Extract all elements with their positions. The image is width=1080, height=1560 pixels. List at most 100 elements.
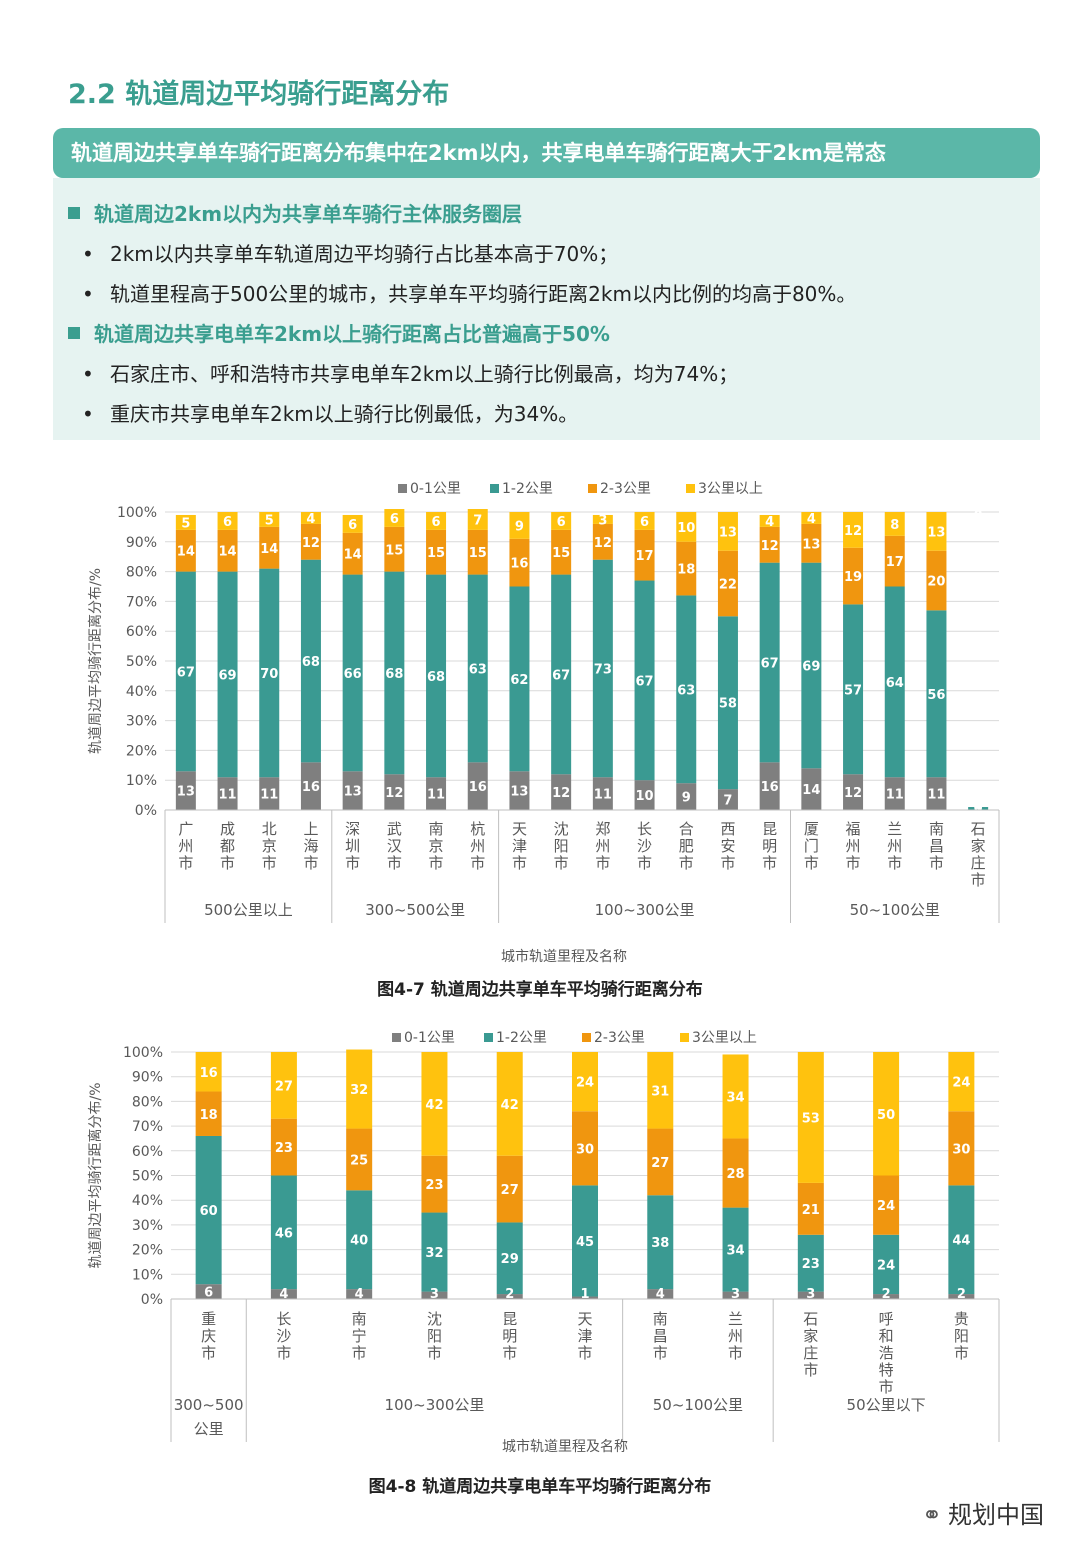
data-label: 57 [844,683,862,698]
category-label-char: 市 [846,854,861,872]
bar-segment [948,1294,975,1299]
bar-segment [801,562,822,769]
bar-segment [195,1135,222,1285]
category-label-char: 海 [303,837,318,855]
bar-segment [259,777,280,810]
bar-segment [592,559,613,778]
summary-banner: 轨道周边共享单车骑行距离分布集中在2km以内，共享电单车骑行距离大于2km是常态 [53,128,1040,178]
bar-segment [759,562,780,763]
bar-segment [496,1052,523,1156]
data-label: 27 [651,1156,669,1171]
bullet-dot-icon: • [82,242,94,266]
bar-segment [572,1185,598,1297]
data-label: 4 [279,1287,288,1302]
bar-segment [551,574,572,775]
data-label: 45 [576,1235,594,1250]
section-title: 2.2 轨道周边平均骑行距离分布 [68,79,450,110]
data-label: 14 [177,545,195,560]
data-label: 15 [427,546,445,561]
data-label: 13 [177,785,195,800]
bar-segment [801,768,822,810]
data-label: 13 [344,785,362,800]
y-tick-label: 100% [123,1045,163,1061]
data-label: 66 [344,667,362,682]
category-label-char: 昌 [653,1327,668,1345]
bar-segment [551,512,572,530]
data-label: 15 [552,546,570,561]
category-label-char: 阳 [427,1327,442,1345]
legend-swatch [398,484,407,493]
bar-segment [647,1289,674,1299]
category-label-char: 津 [577,1327,592,1345]
group-label: 50~100公里 [850,901,940,919]
category-label-char: 州 [595,837,610,855]
bar-segment [467,529,488,575]
category-label-char: 市 [554,854,569,872]
data-label: 11 [427,788,445,803]
y-tick-label: 90% [126,535,157,551]
data-label: 58 [719,697,737,712]
category-label-char: 沈 [427,1310,442,1328]
bar-segment [926,777,947,810]
bar-segment [175,514,196,530]
category-label-char: 深 [345,820,360,838]
category-label-char: 兰 [887,820,902,838]
category-label-char: 汉 [387,837,402,855]
category-label-char: 家 [971,837,986,855]
legend-swatch [490,484,499,493]
bar-segment [384,509,405,527]
bar-segment [509,771,530,810]
data-label: 30 [576,1142,594,1157]
bar-segment [217,571,238,778]
bar-segment [496,1222,523,1295]
bar-segment [496,1155,523,1223]
bar-segment [722,1054,749,1139]
data-label: 3 [731,1287,740,1302]
bar-segment [676,595,697,784]
bar-segment [926,610,947,778]
bar-segment [346,1190,373,1290]
data-label: 20 [927,575,945,590]
chart1-caption: 图4-7 轨道周边共享单车平均骑行距离分布 [377,980,703,1000]
category-label-char: 市 [387,854,402,872]
data-label: 21 [802,1203,820,1218]
bar-segment [797,1052,824,1183]
legend-swatch [588,484,597,493]
point-bullet: • 2km以内共享单车轨道周边平均骑行占比基本高于70%； [82,238,618,267]
y-axis-label: 轨道周边平均骑行距离分布/% [87,568,104,754]
category-label-char: 沈 [554,820,569,838]
watermark-text: 规划中国 [948,1501,1044,1529]
category-label-char: 市 [427,1344,442,1362]
y-tick-label: 50% [132,1169,163,1185]
data-label: 42 [425,1098,443,1113]
data-label: 27 [275,1079,293,1094]
category-label-char: 市 [303,854,318,872]
data-label: 13 [510,785,528,800]
data-label: 12 [761,539,779,554]
data-label: 4 [765,515,774,530]
data-label: 24 [952,1076,970,1091]
category-label-char: 厦 [804,820,819,838]
y-tick-label: 90% [132,1070,163,1086]
category-label-char: 津 [512,837,527,855]
data-label: 6 [390,512,399,527]
data-label: 28 [726,1167,744,1182]
data-label: 68 [385,667,403,682]
data-label: 3 [430,1287,439,1302]
data-label: 23 [275,1141,293,1156]
bar-segment [259,526,280,569]
data-label: 64 [886,676,904,691]
bar-segment [346,1128,373,1191]
data-label: 73 [594,662,612,677]
bar-segment [592,777,613,810]
data-label: 2 [882,1287,891,1302]
point-bullet: • 重庆市共享电单车2km以上骑行比例最低，为34%。 [82,398,578,427]
category-label-char: 兰 [728,1310,743,1328]
key-points-panel [53,178,1040,440]
bar-segment [717,789,738,810]
data-label: 12 [844,786,862,801]
bar-segment [797,1182,824,1235]
y-tick-label: 40% [126,684,157,700]
data-label: 32 [350,1083,368,1098]
data-label: 34 [726,1244,744,1259]
